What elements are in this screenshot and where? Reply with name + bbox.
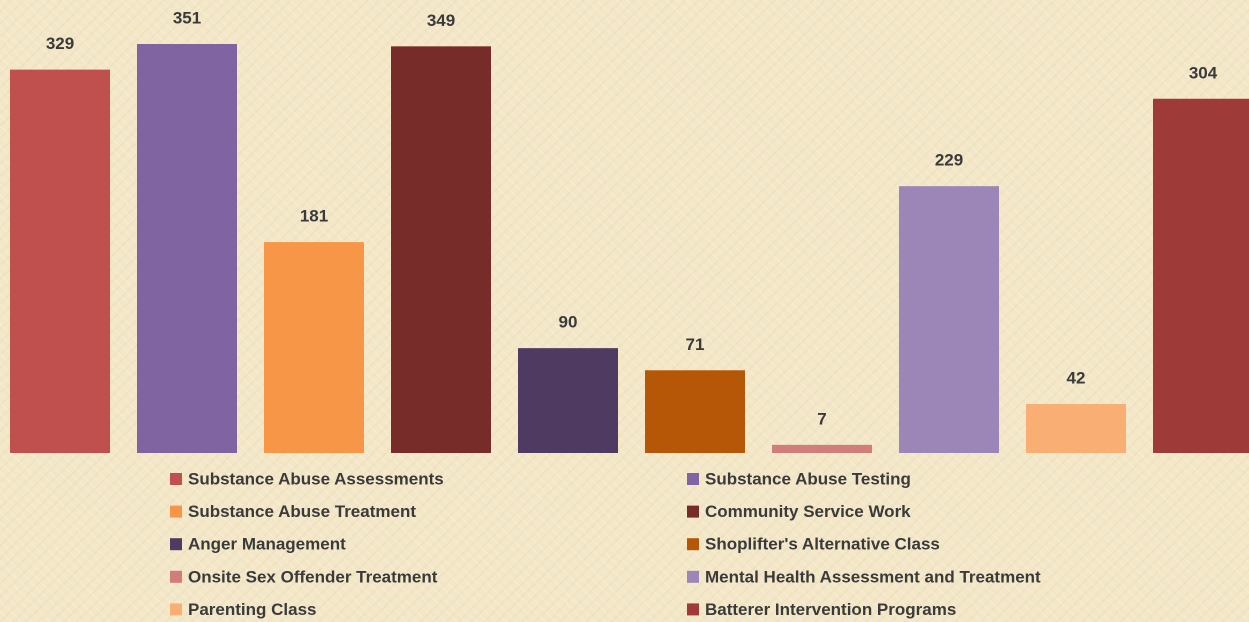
legend-swatch [687,505,699,518]
legend-swatch [170,473,182,485]
legend-swatch [170,538,182,551]
legend-label: Substance Abuse Testing [705,469,911,488]
legend-label: Substance Abuse Treatment [188,502,416,521]
bar [391,46,491,454]
legend-swatch [687,473,699,485]
bar [772,444,872,453]
legend-label: Shoplifter's Alternative Class [705,535,940,554]
value-label: 329 [46,34,74,53]
bar [10,69,110,454]
value-label: 42 [1067,369,1086,388]
value-label: 90 [559,313,578,332]
legend-swatch [687,538,699,551]
bar [899,186,999,453]
bar [264,242,364,453]
legend-label: Community Service Work [705,502,911,521]
legend-label: Substance Abuse Assessments [188,469,444,488]
legend-swatch [687,570,699,583]
value-label: 349 [427,11,455,30]
legend-label: Mental Health Assessment and Treatment [705,567,1041,586]
value-label: 229 [935,151,963,170]
legend-swatch [170,570,182,583]
value-label: 7 [817,409,826,428]
bar [1026,404,1126,453]
legend-label: Parenting Class [188,600,317,619]
bar [518,348,618,453]
value-label: 304 [1189,63,1218,82]
value-label: 181 [300,207,328,226]
value-label: 351 [173,8,201,27]
legend-swatch [687,603,699,616]
bar [1153,98,1249,453]
legend-label: Batterer Intervention Programs [705,600,956,619]
bar [137,44,237,453]
legend-swatch [170,505,182,518]
legend-swatch [170,603,182,616]
value-label: 71 [686,335,705,354]
legend-label: Anger Management [188,535,346,554]
bar [645,370,745,453]
legend-label: Onsite Sex Offender Treatment [188,567,438,586]
